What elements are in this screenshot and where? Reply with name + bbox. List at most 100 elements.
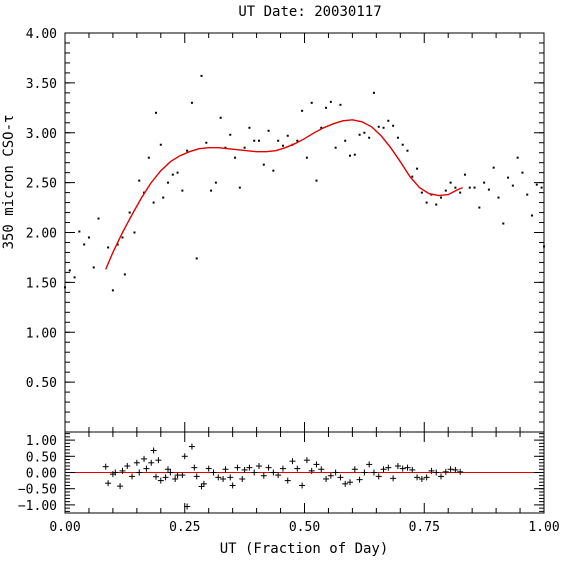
tau-data-point (305, 156, 308, 159)
tau-data-point (425, 201, 428, 204)
residual-y-tick-label: −1.00 (18, 499, 57, 514)
tau-data-point (511, 184, 514, 187)
residual-point (409, 466, 416, 473)
tau-data-point (234, 156, 237, 159)
tau-fit-curve (105, 119, 463, 270)
residual-y-axis: 1.000.50 0.00−0.50−1.00 (18, 433, 544, 514)
x-tick-label: 0.50 (289, 520, 320, 535)
tau-data-point (281, 144, 284, 147)
residual-point (181, 453, 188, 460)
tau-data-point (449, 181, 452, 184)
residual-point (366, 461, 373, 468)
tau-data-point (406, 149, 409, 152)
tau-data-point (155, 111, 158, 114)
residual-point (129, 473, 136, 480)
x-axis: 0.00 0.25 0.50 0.75 1.00 (49, 432, 560, 535)
tau-data-point (473, 186, 476, 189)
residual-point (155, 457, 162, 464)
tau-data-point (214, 181, 217, 184)
residual-point (380, 466, 387, 473)
tau-data-point (92, 266, 95, 269)
tau-data-point (253, 139, 256, 142)
residual-point (337, 474, 344, 481)
residual-point (119, 467, 126, 474)
residual-point (265, 464, 272, 471)
tau-y-tick-label: 2.50 (26, 177, 57, 192)
residual-point (260, 472, 267, 479)
tau-data-point (190, 101, 193, 104)
tau-data-point (181, 189, 184, 192)
tau-data-point (463, 173, 466, 176)
residual-point (133, 459, 140, 466)
tau-data-point (483, 181, 486, 184)
tau-data-point (377, 125, 380, 128)
tau-data-point (435, 203, 438, 206)
tau-data-point (535, 183, 538, 186)
tau-data-point (296, 139, 299, 142)
tau-data-point (363, 131, 366, 134)
residual-point (191, 464, 198, 471)
tau-data-point (238, 186, 241, 189)
residual-point (229, 482, 236, 489)
tau-y-tick-label: 0.50 (26, 376, 57, 391)
residual-point (394, 463, 401, 470)
tau-data-point (368, 136, 371, 139)
tau-data-point (344, 139, 347, 142)
tau-data-point (444, 189, 447, 192)
tau-data-point (152, 201, 155, 204)
tau-data-point (107, 246, 110, 249)
residual-point (215, 474, 222, 481)
chart-title: UT Date: 20030117 (238, 4, 381, 20)
tau-data-point (320, 126, 323, 129)
residual-point (385, 464, 392, 471)
tau-data-point (540, 186, 543, 189)
tau-data-point (97, 217, 100, 220)
residual-point (327, 472, 334, 479)
residual-point (200, 480, 207, 487)
x-tick-label: 0.00 (49, 520, 80, 535)
tau-data-point (73, 276, 76, 279)
tau-data-point (176, 171, 179, 174)
residual-point (117, 483, 124, 490)
residual-point (193, 473, 200, 480)
residual-y-tick-label: 0.50 (26, 450, 57, 465)
residual-point (150, 447, 157, 454)
tau-data-point (516, 156, 519, 159)
residual-point (148, 459, 155, 466)
tau-data-point (267, 129, 270, 132)
residual-point (188, 443, 195, 450)
tau-data-point (349, 154, 352, 157)
tau-data-point (372, 91, 375, 94)
tau-data-point (526, 193, 529, 196)
tau-data-point (440, 196, 443, 199)
tau-data-point (310, 101, 313, 104)
residual-point (164, 466, 171, 473)
tau-data-point (123, 273, 126, 276)
residual-point (351, 466, 358, 473)
residual-point (153, 473, 160, 480)
tau-data-point (272, 169, 275, 172)
tau-data-point (159, 143, 162, 146)
tau-data-point (416, 167, 419, 170)
tau-data-point (468, 186, 471, 189)
tau-data-point (487, 188, 490, 191)
tau-data-point (195, 257, 198, 260)
residual-y-tick-label: 1.00 (26, 434, 57, 449)
residual-point (102, 463, 109, 470)
tau-data-point (420, 191, 423, 194)
tau-data-point (478, 206, 481, 209)
tau-data-point (387, 119, 390, 122)
tau-y-tick-label: 3.00 (26, 127, 57, 142)
residual-data-points (102, 443, 464, 510)
tau-data-point (459, 191, 462, 194)
residual-point (442, 468, 449, 475)
residual-point (234, 464, 241, 471)
residual-panel: 1.000.500.00−0.50−1.00 0.00 0.25 0.50 0.75 1… (18, 431, 560, 557)
x-tick-label: 0.75 (409, 520, 440, 535)
tau-data-point (116, 243, 119, 246)
residual-point (179, 472, 186, 479)
residual-point (299, 482, 306, 489)
tau-panel-frame (64, 32, 545, 433)
residual-point (356, 476, 363, 483)
residual-point (308, 467, 315, 474)
